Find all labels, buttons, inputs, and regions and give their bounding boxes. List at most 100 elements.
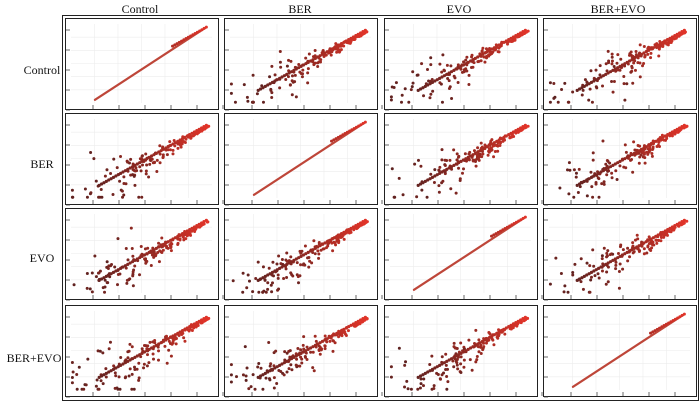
scatter-point [289, 260, 294, 264]
scatter-point [311, 248, 315, 252]
scatter-point [313, 334, 317, 338]
scatter-point [440, 100, 444, 104]
scatter-point [479, 345, 483, 349]
scatter-point [167, 339, 171, 343]
scatter-point [473, 343, 477, 347]
scatter-point [146, 246, 150, 250]
scatter-point [313, 343, 317, 347]
scatter-point [501, 228, 505, 232]
scatter-point [660, 325, 664, 329]
scatter-point [202, 125, 206, 129]
scatter-point [311, 58, 315, 62]
scatter-point [109, 272, 113, 276]
scatter-point [620, 63, 625, 67]
scatter-point [614, 263, 618, 267]
scatter-point [592, 264, 596, 268]
scatter-point [431, 89, 435, 93]
scatter-point [116, 273, 120, 277]
panel-2-1 [224, 208, 383, 301]
scatter-point [298, 364, 302, 368]
scatter-point [406, 387, 410, 391]
scatter-point [456, 155, 460, 159]
scatter-point [274, 349, 278, 353]
scatter-point [294, 352, 298, 356]
scatter-point [313, 49, 317, 53]
scatter-point [93, 254, 97, 258]
scatter-point [166, 145, 170, 149]
scatter-point [632, 61, 636, 65]
scatter-point [137, 376, 141, 380]
scatter-point [332, 138, 336, 142]
scatter-point [419, 164, 423, 168]
scatter-point [140, 254, 144, 258]
scatter-point [437, 169, 441, 173]
scatter-point [204, 123, 208, 127]
scatter-point [516, 127, 520, 131]
scatter-point [523, 28, 527, 32]
scatter-point [521, 125, 525, 129]
scatter-point [616, 66, 620, 70]
scatter-point [627, 154, 632, 158]
scatter-point [580, 86, 584, 90]
scatter-point [103, 290, 107, 294]
scatter-point [492, 141, 497, 145]
scatter-point [104, 274, 108, 278]
scatter-point [637, 244, 641, 248]
scatter-point [496, 230, 500, 234]
scatter-point [300, 75, 304, 79]
scatter-point [332, 236, 337, 240]
scatter-point [642, 247, 646, 251]
scatter-point [173, 43, 177, 47]
scatter-point [560, 88, 564, 92]
scatter-point [484, 341, 488, 345]
scatter-point [105, 265, 109, 269]
scatter-point [625, 82, 629, 86]
scatter-point [138, 161, 142, 165]
scatter-point [312, 369, 316, 373]
scatter-point [606, 261, 610, 265]
scatter-point [682, 123, 686, 127]
scatter-point [84, 383, 88, 387]
scatter-point [178, 138, 182, 142]
scatter-point [462, 358, 466, 362]
scatter-point [677, 126, 682, 130]
scatter-point [587, 272, 591, 276]
scatter-point [452, 355, 456, 359]
scatter-point [114, 269, 118, 273]
panel-1-3 [543, 113, 697, 206]
scatter-point [294, 354, 298, 358]
scatter-point [390, 167, 394, 171]
scatter-point [128, 261, 132, 265]
scatter-point [336, 238, 340, 242]
scatter-point [99, 374, 104, 378]
scatter-point [340, 334, 344, 338]
scatter-point [429, 92, 433, 96]
scatter-point [490, 138, 494, 142]
scatter-point [254, 277, 258, 281]
scatter-point [594, 173, 598, 177]
scatter-point [128, 277, 132, 281]
scatter-point [643, 161, 647, 165]
scatter-point [630, 248, 634, 252]
scatter-point [613, 162, 617, 166]
scatter-point [585, 80, 589, 84]
scatter-point [328, 335, 332, 339]
scatter-point [261, 290, 265, 294]
scatter-point [145, 157, 149, 161]
panel-frame [224, 18, 378, 110]
scatter-point [163, 344, 167, 348]
scatter-point [444, 367, 448, 371]
scatter-point [251, 100, 255, 104]
scatter-point [190, 323, 194, 327]
scatter-point [548, 282, 552, 286]
scatter-point [140, 351, 144, 355]
scatter-point [509, 135, 513, 139]
identity-line [93, 26, 208, 101]
scatter-point [118, 179, 122, 183]
scatter-point [149, 249, 154, 253]
scatter-point [270, 64, 274, 68]
scatter-point [413, 162, 417, 166]
scatter-point [644, 240, 648, 244]
scatter-point [306, 256, 310, 260]
scatter-point [323, 51, 327, 55]
